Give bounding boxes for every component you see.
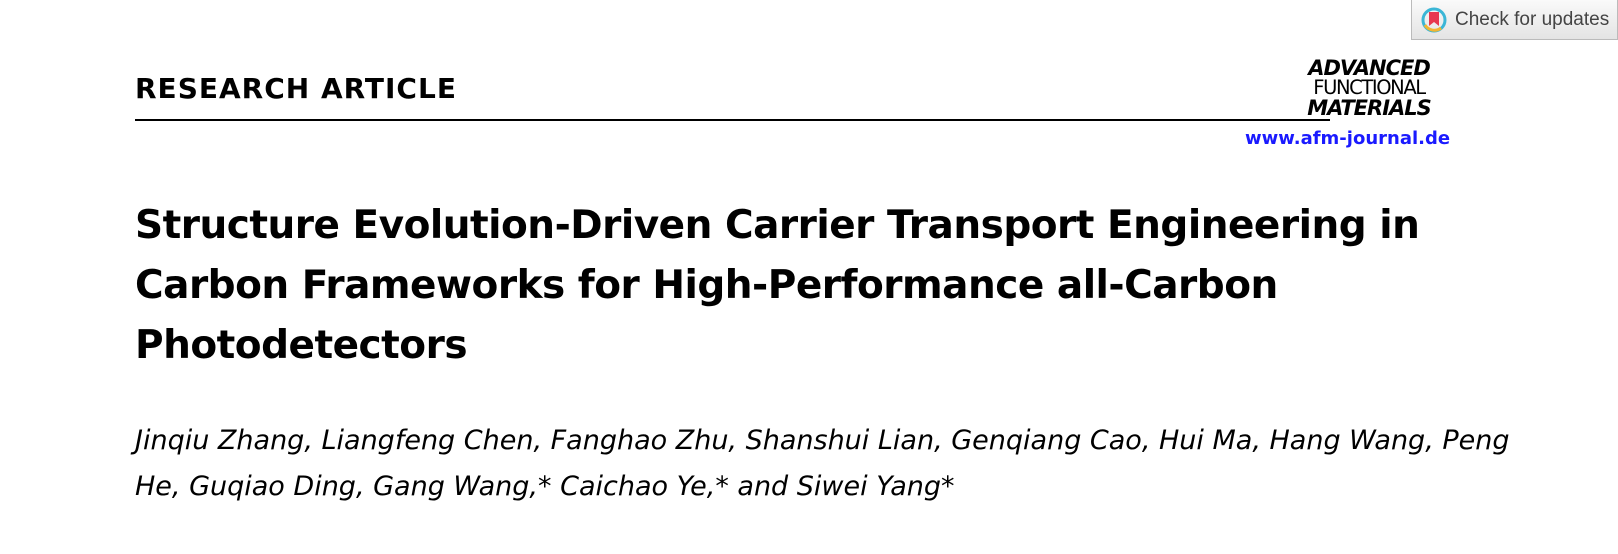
check-for-updates-label: Check for updates bbox=[1455, 8, 1610, 30]
section-label: RESEARCH ARTICLE bbox=[135, 72, 457, 105]
article-title: Structure Evolution-Driven Carrier Trans… bbox=[135, 203, 1420, 368]
journal-logo: ADVANCED FUNCTIONAL MATERIALS bbox=[1307, 56, 1432, 120]
journal-url-link[interactable]: www.afm-journal.de bbox=[1245, 128, 1451, 149]
check-for-updates-button[interactable]: Check for updates bbox=[1411, 0, 1618, 40]
article-authors: Jinqiu Zhang, Liangfeng Chen, Fanghao Zh… bbox=[135, 425, 1510, 502]
crossmark-bookmark-icon bbox=[1421, 7, 1447, 33]
header-divider bbox=[135, 119, 1330, 121]
